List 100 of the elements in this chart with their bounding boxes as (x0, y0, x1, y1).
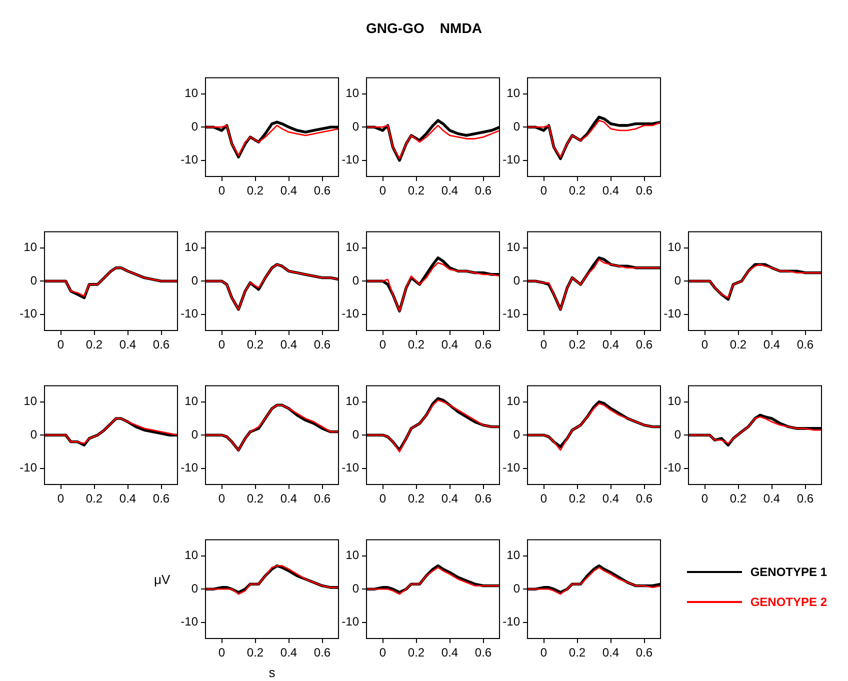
y-tick-label: 10 (184, 394, 198, 408)
y-tick-label: 10 (506, 548, 520, 562)
x-tick-label: 0 (379, 646, 386, 660)
x-tick-label: 0.6 (474, 338, 492, 352)
x-tick-label: 0.2 (568, 184, 586, 198)
y-tick-label: 10 (668, 240, 682, 254)
y-tick-label: 10 (506, 394, 520, 408)
x-tick-label: 0.2 (408, 646, 425, 660)
x-tick-label: 0.2 (408, 184, 425, 198)
y-tick-label: -10 (342, 152, 360, 167)
y-tick-label: 0 (513, 427, 520, 442)
y-tick-label: 10 (346, 548, 360, 562)
x-tick-label: 0.6 (314, 492, 331, 506)
x-tick-label: 0.6 (796, 492, 814, 506)
x-tick-label: 0.4 (280, 646, 298, 660)
x-tick-label: 0 (701, 492, 708, 506)
x-tick-label: 0.4 (602, 492, 620, 506)
x-tick-label: 0.6 (796, 338, 814, 352)
y-tick-label: -10 (502, 460, 520, 475)
y-tick-label: -10 (20, 306, 38, 321)
y-tick-label: -10 (180, 152, 198, 167)
y-tick-label: 0 (352, 119, 360, 134)
y-tick-label: 0 (352, 581, 360, 596)
x-tick-label: 0.6 (636, 184, 653, 198)
x-tick-label: 0.6 (636, 492, 653, 506)
x-tick-label: 0.6 (474, 184, 492, 198)
x-tick-label: 0.2 (568, 646, 586, 660)
y-tick-label: -10 (342, 460, 360, 475)
x-tick-label: 0.2 (730, 492, 747, 506)
x-tick-label: 0.2 (568, 338, 586, 352)
x-tick-label: 0.4 (280, 492, 298, 506)
y-tick-label: 0 (674, 273, 682, 288)
y-tick-label: -10 (180, 614, 198, 629)
x-tick-label: 0.6 (474, 492, 492, 506)
x-axis-title: s (268, 664, 276, 680)
x-tick-label: 0.4 (602, 184, 620, 198)
y-tick-label: 0 (352, 273, 360, 288)
x-tick-label: 0.2 (408, 338, 425, 352)
y-tick-label: 10 (24, 240, 38, 254)
x-tick-label: 0.2 (246, 646, 264, 660)
y-tick-label: 0 (191, 119, 198, 134)
x-tick-label: 0.4 (763, 492, 780, 506)
y-tick-label: -10 (20, 460, 38, 475)
x-tick-label: 0 (218, 184, 226, 198)
y-tick-label: 0 (513, 119, 520, 134)
x-tick-label: 0.4 (441, 492, 458, 506)
y-tick-label: -10 (664, 460, 682, 475)
y-tick-label: 0 (191, 273, 198, 288)
x-tick-label: 0.4 (602, 338, 620, 352)
y-tick-label: 0 (191, 581, 198, 596)
x-tick-label: 0.4 (602, 646, 620, 660)
y-tick-label: 0 (674, 427, 682, 442)
x-tick-label: 0.6 (314, 646, 331, 660)
x-tick-label: 0.2 (246, 492, 264, 506)
y-tick-label: 10 (184, 548, 198, 562)
y-tick-label: 0 (191, 427, 198, 442)
y-tick-label: 0 (30, 427, 38, 442)
x-tick-label: 0 (379, 338, 386, 352)
x-tick-label: 0 (540, 184, 548, 198)
x-tick-label: 0.2 (86, 492, 103, 506)
x-tick-label: 0.4 (441, 646, 458, 660)
y-tick-label: 10 (184, 240, 198, 254)
x-tick-label: 0.6 (474, 646, 492, 660)
x-tick-label: 0.4 (280, 184, 298, 198)
y-tick-label: -10 (502, 152, 520, 167)
y-tick-label: 10 (506, 240, 520, 254)
y-tick-label: -10 (664, 306, 682, 321)
y-tick-label: -10 (180, 460, 198, 475)
x-tick-label: 0.4 (119, 338, 136, 352)
y-tick-label: 10 (668, 394, 682, 408)
x-tick-label: 0.2 (246, 184, 264, 198)
y-tick-label: 10 (346, 240, 360, 254)
y-tick-label: 10 (24, 394, 38, 408)
chart-title: GNG-GO NMDA (365, 20, 483, 36)
y-tick-label: -10 (342, 614, 360, 629)
x-tick-label: 0.2 (86, 338, 103, 352)
y-tick-label: 0 (513, 581, 520, 596)
y-tick-label: 10 (506, 86, 520, 100)
x-tick-label: 0.4 (763, 338, 780, 352)
x-tick-label: 0 (57, 492, 64, 506)
x-tick-label: 0.6 (152, 492, 170, 506)
x-tick-label: 0.6 (636, 338, 653, 352)
y-tick-label: 10 (184, 86, 198, 100)
x-tick-label: 0.2 (408, 492, 425, 506)
y-tick-label: 0 (513, 273, 520, 288)
x-tick-label: 0 (540, 646, 548, 660)
x-tick-label: 0.2 (246, 338, 264, 352)
x-tick-label: 0.6 (152, 338, 170, 352)
y-axis-title: μV (154, 572, 170, 588)
x-tick-label: 0.6 (314, 184, 331, 198)
x-tick-label: 0 (701, 338, 708, 352)
y-tick-label: -10 (180, 306, 198, 321)
x-tick-label: 0 (540, 338, 548, 352)
x-tick-label: 0 (57, 338, 64, 352)
y-tick-label: -10 (342, 306, 360, 321)
x-tick-label: 0.6 (314, 338, 331, 352)
y-tick-label: 10 (346, 86, 360, 100)
x-tick-label: 0 (218, 492, 226, 506)
x-tick-label: 0 (218, 646, 226, 660)
y-tick-label: 10 (346, 394, 360, 408)
